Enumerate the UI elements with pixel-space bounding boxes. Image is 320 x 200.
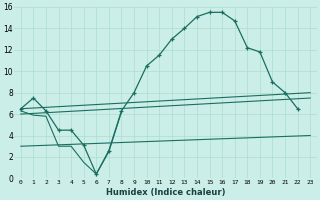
X-axis label: Humidex (Indice chaleur): Humidex (Indice chaleur) [106, 188, 225, 197]
